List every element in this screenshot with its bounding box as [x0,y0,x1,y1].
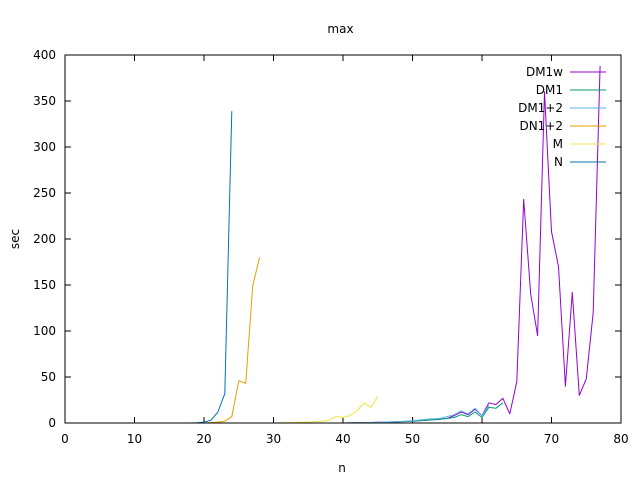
y-tick-label: 350 [33,94,56,108]
y-tick-label: 300 [33,140,56,154]
legend-label: M [553,137,563,151]
series-line-m [65,396,379,424]
x-axis-label: n [338,461,346,475]
y-tick-label: 200 [33,232,56,246]
legend-label: DN1+2 [519,119,563,133]
x-tick-label: 10 [127,432,142,446]
x-tick-label: 70 [544,432,559,446]
y-axis-label: sec [8,229,22,249]
y-tick-label: 150 [33,278,56,292]
x-tick-label: 60 [474,432,489,446]
plot-frame [64,54,622,424]
y-tick-label: 250 [33,186,56,200]
series-line-n [65,111,233,424]
legend-label: DM1w [526,65,563,79]
legend-label: DM1 [536,83,563,97]
x-tick-label: 80 [613,432,628,446]
legend-label: DM1+2 [518,101,563,115]
series-line-dm1 [65,402,504,424]
chart-title: max [327,22,353,36]
legend: DM1w DM1 DM1+2 DN1+2 MN [518,65,606,169]
x-tick-label: 0 [61,432,69,446]
series-line-dn1-2 [65,257,261,424]
y-tick-label: 100 [33,324,56,338]
y-tick-label: 400 [33,48,56,62]
x-tick-label: 50 [405,432,420,446]
x-tick-label: 20 [196,432,211,446]
x-tick-label: 40 [335,432,350,446]
y-tick-label: 0 [48,416,56,430]
x-tick-label: 30 [266,432,281,446]
y-tick-label: 50 [41,370,56,384]
legend-label: N [554,155,563,169]
axis-ticks: 0 10 20 30 40 50 60 70 80 0 50 100 150 200 250 300 350 40… [33,48,629,446]
